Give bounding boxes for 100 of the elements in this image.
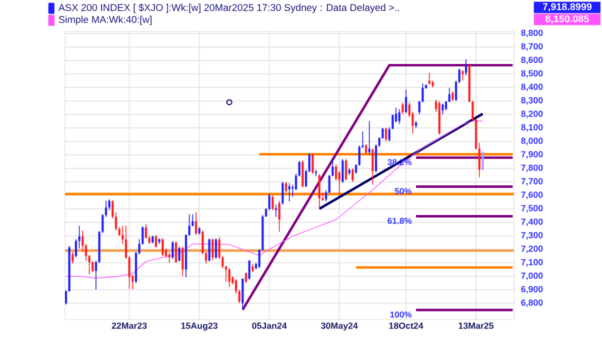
- candlestick: [342, 158, 344, 183]
- candlestick: [478, 142, 480, 178]
- candlestick: [194, 212, 198, 235]
- candlestick: [272, 194, 274, 211]
- x-tick-label: 13Mar25: [458, 322, 494, 329]
- y-tick-label: 7,700: [521, 178, 543, 186]
- candlestick: [278, 200, 280, 232]
- candlestick: [214, 238, 218, 260]
- y-tick-label: 7,100: [521, 259, 543, 267]
- candlestick: [284, 181, 288, 194]
- candlestick: [188, 214, 190, 236]
- candlestick: [288, 182, 290, 202]
- candlestick: [144, 224, 148, 239]
- candlestick: [294, 173, 298, 190]
- candlestick: [224, 265, 228, 282]
- y-tick-label: 7,600: [521, 192, 543, 200]
- candlestick: [84, 243, 88, 262]
- y-tick-label: 7,300: [521, 232, 543, 240]
- candlestick: [104, 200, 108, 218]
- candlestick: [448, 88, 450, 103]
- y-tick-label: 8,300: [521, 97, 543, 105]
- candlestick: [282, 181, 284, 206]
- candlestick: [308, 152, 310, 173]
- candlestick: [334, 164, 338, 181]
- candlestick: [244, 272, 248, 284]
- candlestick: [298, 160, 300, 177]
- candlestick: [442, 103, 444, 115]
- x-tick-label: 15Aug23: [181, 322, 218, 331]
- candlestick: [228, 268, 230, 288]
- candlestick: [274, 204, 278, 218]
- y-tick-label: 6,800: [521, 299, 543, 308]
- text: 8,150.085: [546, 15, 589, 24]
- candlestick: [112, 200, 114, 219]
- candlestick: [178, 246, 180, 262]
- candlestick: [154, 234, 158, 248]
- y-tick-label: 8,400: [521, 84, 543, 92]
- candlestick: [268, 192, 270, 211]
- y-tick-label: 7,500: [521, 205, 543, 213]
- annotation: 61.8%: [388, 218, 412, 224]
- candlestick: [452, 91, 454, 102]
- candlestick: [402, 102, 404, 115]
- candlestick: [318, 173, 320, 210]
- x-tick-label: 18Oct24: [389, 322, 424, 329]
- annotation: 100%: [390, 312, 412, 318]
- candlestick: [364, 144, 368, 154]
- y-tick-label: 7,400: [521, 218, 543, 226]
- candlestick: [168, 252, 170, 264]
- y-tick-label: 8,700: [521, 43, 543, 51]
- candlestick: [114, 212, 118, 231]
- x-tick-label: 30May24: [321, 322, 358, 331]
- candlestick: [454, 80, 458, 102]
- candlestick: [172, 240, 174, 260]
- line-series: [66, 120, 484, 279]
- candlestick: [304, 169, 308, 188]
- candlestick: [354, 164, 358, 174]
- candlestick: [338, 170, 340, 196]
- candlestick: [428, 72, 430, 86]
- x-tick-label: 05Jan24: [252, 322, 287, 329]
- candlestick: [174, 240, 178, 264]
- candlestick: [122, 225, 124, 244]
- legend-label: Simple MA:Wk:40:[w]: [58, 16, 152, 25]
- candlestick: [212, 238, 214, 261]
- candlestick: [404, 89, 408, 114]
- candlestick: [372, 148, 374, 186]
- candlestick: [248, 260, 250, 280]
- candlestick: [352, 168, 354, 182]
- candlestick: [72, 252, 74, 264]
- y-tick-label: 6,900: [521, 286, 543, 294]
- candlestick: [458, 68, 460, 84]
- candlestick: [238, 289, 240, 304]
- y-tick-label: 8,800: [521, 30, 543, 38]
- text: 7,918.8999: [542, 3, 592, 12]
- candlestick: [444, 100, 448, 111]
- candlestick: [398, 108, 400, 124]
- candlestick: [462, 70, 464, 82]
- candlestick: [202, 230, 204, 254]
- candlestick: [324, 190, 328, 202]
- y-tick-label: 7,000: [521, 272, 543, 280]
- y-tick-label: 7,900: [521, 151, 543, 159]
- candlestick: [204, 252, 208, 264]
- candlestick: [312, 153, 314, 174]
- candlestick: [464, 58, 468, 76]
- y-tick-label: 8,500: [521, 70, 543, 78]
- candlestick: [74, 238, 78, 258]
- y-tick-label: 7,800: [521, 164, 543, 172]
- candlestick: [344, 158, 348, 181]
- candlestick: [182, 246, 184, 277]
- candlestick: [162, 237, 164, 256]
- y-tick-label: 8,100: [521, 124, 543, 132]
- candlestick: [482, 151, 484, 171]
- candlestick: [82, 230, 84, 252]
- legend-label: ASX 200 INDEX [ $XJO ]:Wk:[w] 20Mar2025 17:30 Sydney : Data Delayed >..: [58, 4, 400, 14]
- y-tick-label: 7,200: [521, 246, 543, 254]
- x-tick-label: 22Mar23: [112, 322, 147, 329]
- candlestick: [384, 128, 388, 142]
- y-tick-label: 8,600: [521, 56, 543, 64]
- candlestick: [208, 238, 210, 262]
- candlestick: [234, 278, 238, 294]
- y-tick-label: 8,200: [521, 110, 543, 118]
- y-tick-label: 8,000: [521, 138, 543, 146]
